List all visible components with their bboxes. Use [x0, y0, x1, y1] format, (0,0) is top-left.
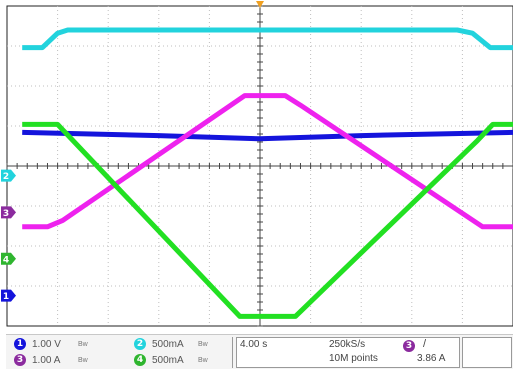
- status-divider: [232, 337, 233, 368]
- channel-2-level-marker: [1, 169, 16, 182]
- trigger-position-marker: [256, 1, 264, 8]
- timebase-readout[interactable]: 4.00 s 250kS/s 10M points 3 / 3.86 A: [236, 337, 460, 368]
- channel-2-level-label: 2: [3, 172, 9, 182]
- channel-2-readout[interactable]: 2 500mA Bw: [134, 337, 208, 351]
- sample-rate: 250kS/s: [329, 339, 366, 350]
- channel-3-level-label: 3: [3, 209, 9, 219]
- channel-2-scale: 500mA: [152, 338, 184, 350]
- channel-3-level-marker: [1, 206, 16, 219]
- channel-4-level-marker: [1, 252, 16, 265]
- channel-1-level-label: 1: [3, 292, 9, 302]
- status-bar: 1 1.00 V Bw 2 500mA Bw 3 1.00 A Bw 4 500…: [6, 334, 513, 369]
- bandwidth-limit-icon: Bw: [78, 356, 88, 364]
- channel-1-level-marker: [1, 289, 16, 302]
- horizontal-scale: 4.00 s: [240, 339, 268, 350]
- trigger-level: 3.86 A: [417, 353, 446, 364]
- channel-1-readout[interactable]: 1 1.00 V Bw: [14, 337, 88, 351]
- channel-2-trace: [22, 27, 513, 51]
- channel-2-badge: 2: [134, 338, 146, 350]
- channel-3-readout[interactable]: 3 1.00 A Bw: [14, 353, 88, 367]
- channel-1-badge: 1: [14, 338, 26, 350]
- waveform-screen: 2 3 4 1: [1, 1, 513, 327]
- channel-3-scale: 1.00 A: [32, 354, 61, 366]
- channel-4-scale: 500mA: [152, 354, 184, 366]
- channel-3-trace: [22, 93, 513, 230]
- channel-3-badge: 3: [14, 354, 26, 366]
- channel-4-trace: [22, 121, 513, 319]
- rising-edge-icon: /: [423, 338, 427, 350]
- trigger-source-badge: 3: [403, 340, 415, 352]
- channel-1-scale: 1.00 V: [32, 338, 61, 350]
- bandwidth-limit-icon: Bw: [78, 340, 88, 348]
- bandwidth-limit-icon: Bw: [198, 356, 208, 364]
- record-length: 10M points: [329, 353, 378, 364]
- channel-4-level-label: 4: [3, 255, 9, 265]
- channel-1-trace: [22, 129, 513, 142]
- empty-readout-box[interactable]: [462, 337, 512, 368]
- channel-4-badge: 4: [134, 354, 146, 366]
- channel-4-readout[interactable]: 4 500mA Bw: [134, 353, 208, 367]
- bandwidth-limit-icon: Bw: [198, 340, 208, 348]
